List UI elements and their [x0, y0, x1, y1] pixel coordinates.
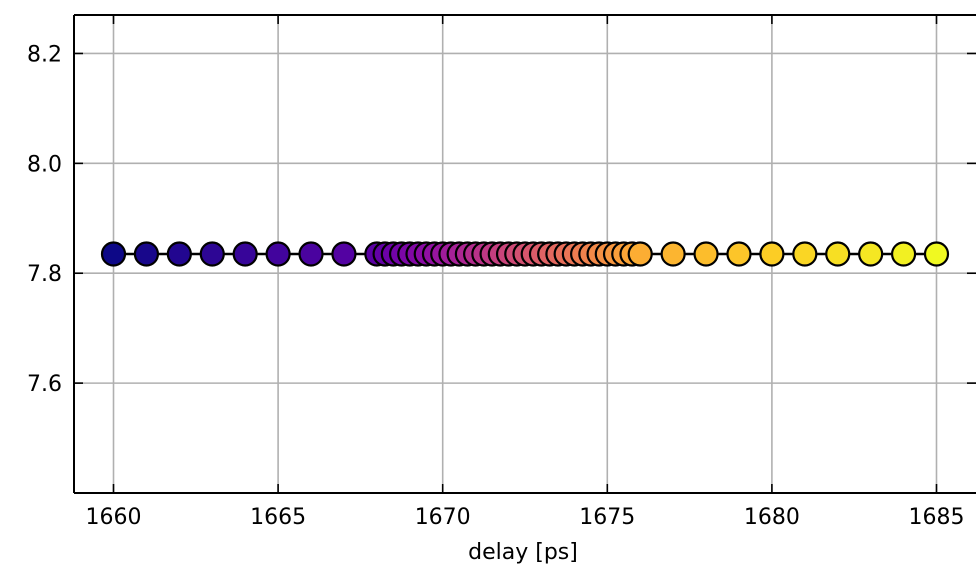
- data-point: [100, 241, 127, 267]
- data-point: [627, 241, 653, 267]
- data-point: [265, 241, 291, 267]
- tick-labels: 1660 1665 1670 1675 1680 1685 7.6 7.8 8.0 8.2: [27, 42, 964, 530]
- x-tick-label: 1680: [744, 505, 800, 530]
- data-point: [858, 241, 884, 267]
- markers: [100, 241, 950, 267]
- data-point: [693, 241, 719, 267]
- x-tick-label: 1685: [908, 505, 964, 530]
- data-point: [923, 241, 950, 267]
- x-tick-label: 1675: [579, 505, 635, 530]
- data-point: [726, 241, 752, 267]
- x-tick-label: 1660: [86, 505, 142, 530]
- data-point: [298, 241, 324, 267]
- data-point: [133, 241, 160, 267]
- data-point: [331, 241, 357, 267]
- data-point: [890, 241, 917, 267]
- x-axis-label: delay [ps]: [468, 540, 578, 565]
- y-tick-label: 7.8: [27, 262, 62, 287]
- y-tick-label: 7.6: [27, 372, 62, 397]
- data-point: [166, 241, 192, 267]
- x-tick-label: 1665: [250, 505, 306, 530]
- plot-frame: [73, 14, 976, 494]
- data-point: [759, 241, 785, 267]
- x-tick-label: 1670: [415, 505, 471, 530]
- data-point: [232, 241, 258, 267]
- y-tick-label: 8.0: [27, 152, 62, 177]
- y-tick-label: 8.2: [27, 42, 62, 67]
- data-point: [199, 241, 225, 267]
- data-point: [660, 241, 686, 267]
- ticks: [74, 15, 976, 493]
- data-point: [825, 241, 851, 267]
- data-point: [792, 241, 818, 267]
